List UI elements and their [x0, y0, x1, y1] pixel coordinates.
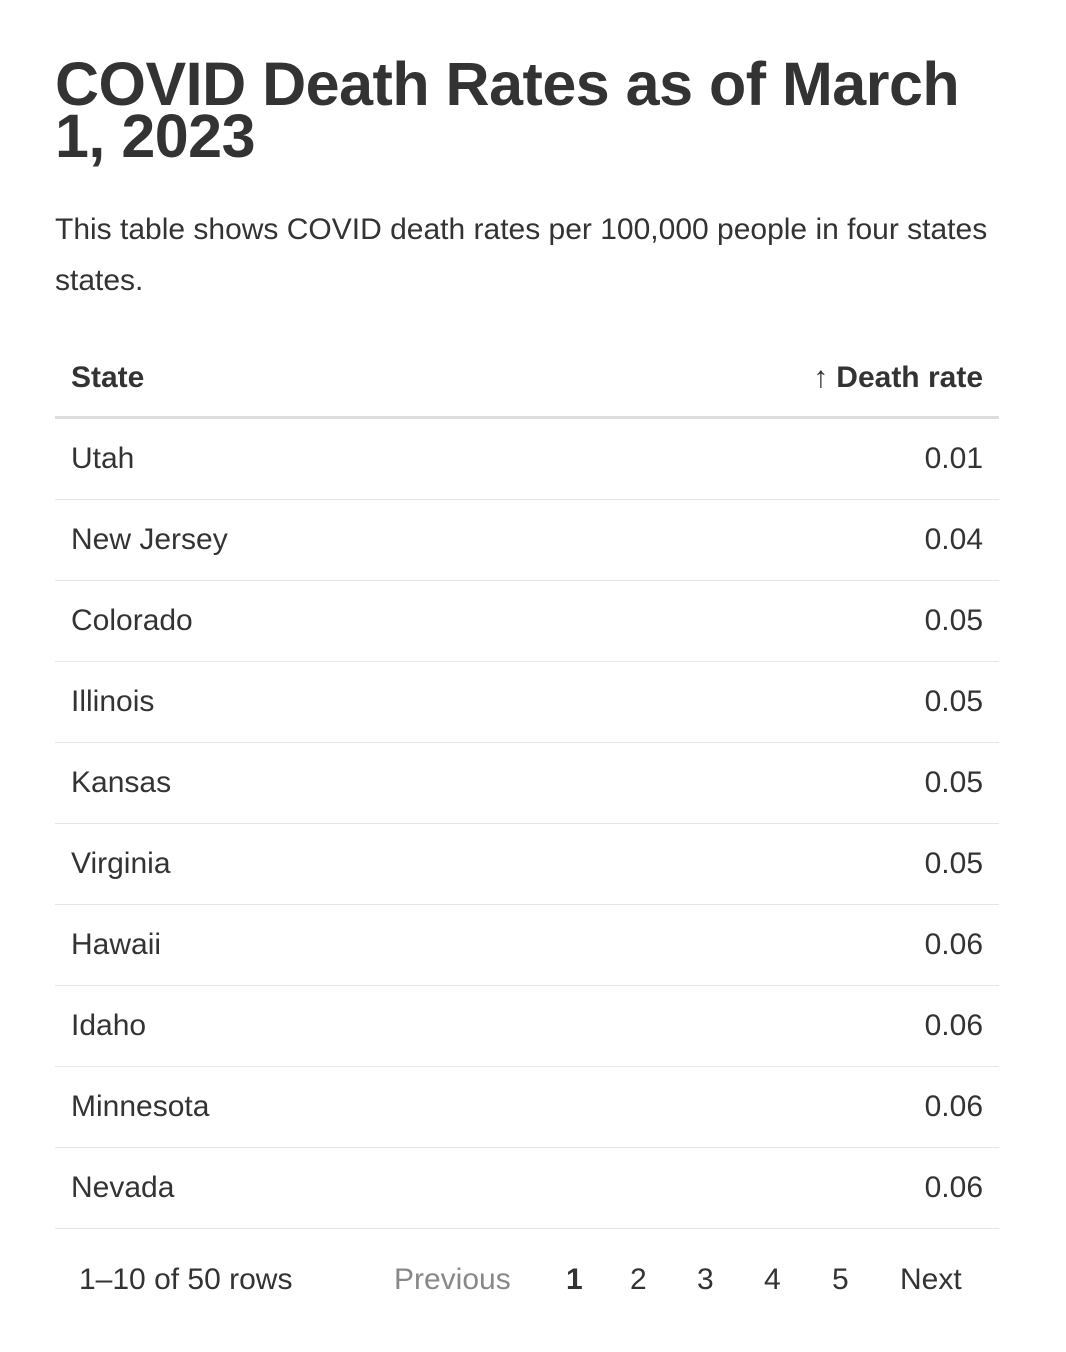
sort-ascending-icon: ↑	[813, 361, 829, 394]
page-button-4[interactable]: 4	[764, 1263, 781, 1296]
state-cell: Virginia	[55, 823, 512, 905]
table-row: Illinois 0.05	[55, 661, 999, 743]
table-header-row: State ↑ Death rate	[55, 340, 999, 419]
state-cell: Idaho	[55, 985, 512, 1067]
table-row: Idaho 0.06	[55, 985, 999, 1067]
table-row: Kansas 0.05	[55, 742, 999, 824]
death-rate-cell: 0.06	[511, 1147, 999, 1229]
table-row: Hawaii 0.06	[55, 904, 999, 986]
next-button[interactable]: Next	[900, 1263, 962, 1296]
column-header-state[interactable]: State	[55, 340, 512, 419]
death-rate-cell: 0.05	[511, 742, 999, 824]
state-cell: Colorado	[55, 580, 512, 662]
death-rate-cell: 0.06	[511, 1066, 999, 1148]
column-header-state-label: State	[71, 361, 145, 394]
death-rate-cell: 0.05	[511, 661, 999, 743]
death-rate-cell: 0.01	[511, 417, 999, 500]
state-cell: Minnesota	[55, 1066, 512, 1148]
death-rate-cell: 0.06	[511, 985, 999, 1067]
state-cell: Illinois	[55, 661, 512, 743]
state-cell: Hawaii	[55, 904, 512, 986]
death-rate-cell: 0.06	[511, 904, 999, 986]
pagination: 1–10 of 50 rows Previous 1 2 3 4 5 Next	[55, 1229, 999, 1329]
page-title: COVID Death Rates as of March 1, 2023	[55, 50, 960, 170]
table-row: Minnesota 0.06	[55, 1066, 999, 1148]
death-rate-cell: 0.05	[511, 580, 999, 662]
death-rate-cell: 0.05	[511, 823, 999, 905]
page: COVID Death Rates as of March 1, 2023 Th…	[55, 0, 999, 1329]
page-button-1[interactable]: 1	[566, 1263, 583, 1296]
state-cell: Utah	[55, 417, 512, 500]
state-cell: Kansas	[55, 742, 512, 824]
table-row: Virginia 0.05	[55, 823, 999, 905]
state-cell: New Jersey	[55, 499, 512, 581]
page-button-2[interactable]: 2	[630, 1263, 647, 1296]
death-rate-table: State ↑ Death rate Utah 0.01 New Jersey 0…	[55, 340, 999, 1229]
page-subtitle: This table shows COVID death rates per 1…	[55, 213, 988, 297]
column-header-death-rate[interactable]: ↑ Death rate	[511, 340, 999, 419]
column-header-death-rate-label: Death rate	[836, 361, 983, 394]
table-row: Colorado 0.05	[55, 580, 999, 662]
previous-button[interactable]: Previous	[394, 1263, 511, 1296]
page-button-5[interactable]: 5	[832, 1263, 849, 1296]
page-button-3[interactable]: 3	[697, 1263, 714, 1296]
state-cell: Nevada	[55, 1147, 512, 1229]
pagination-info: 1–10 of 50 rows	[79, 1263, 293, 1296]
table-row: Utah 0.01	[55, 417, 999, 500]
table-row: Nevada 0.06	[55, 1147, 999, 1229]
death-rate-cell: 0.04	[511, 499, 999, 581]
table-row: New Jersey 0.04	[55, 499, 999, 581]
